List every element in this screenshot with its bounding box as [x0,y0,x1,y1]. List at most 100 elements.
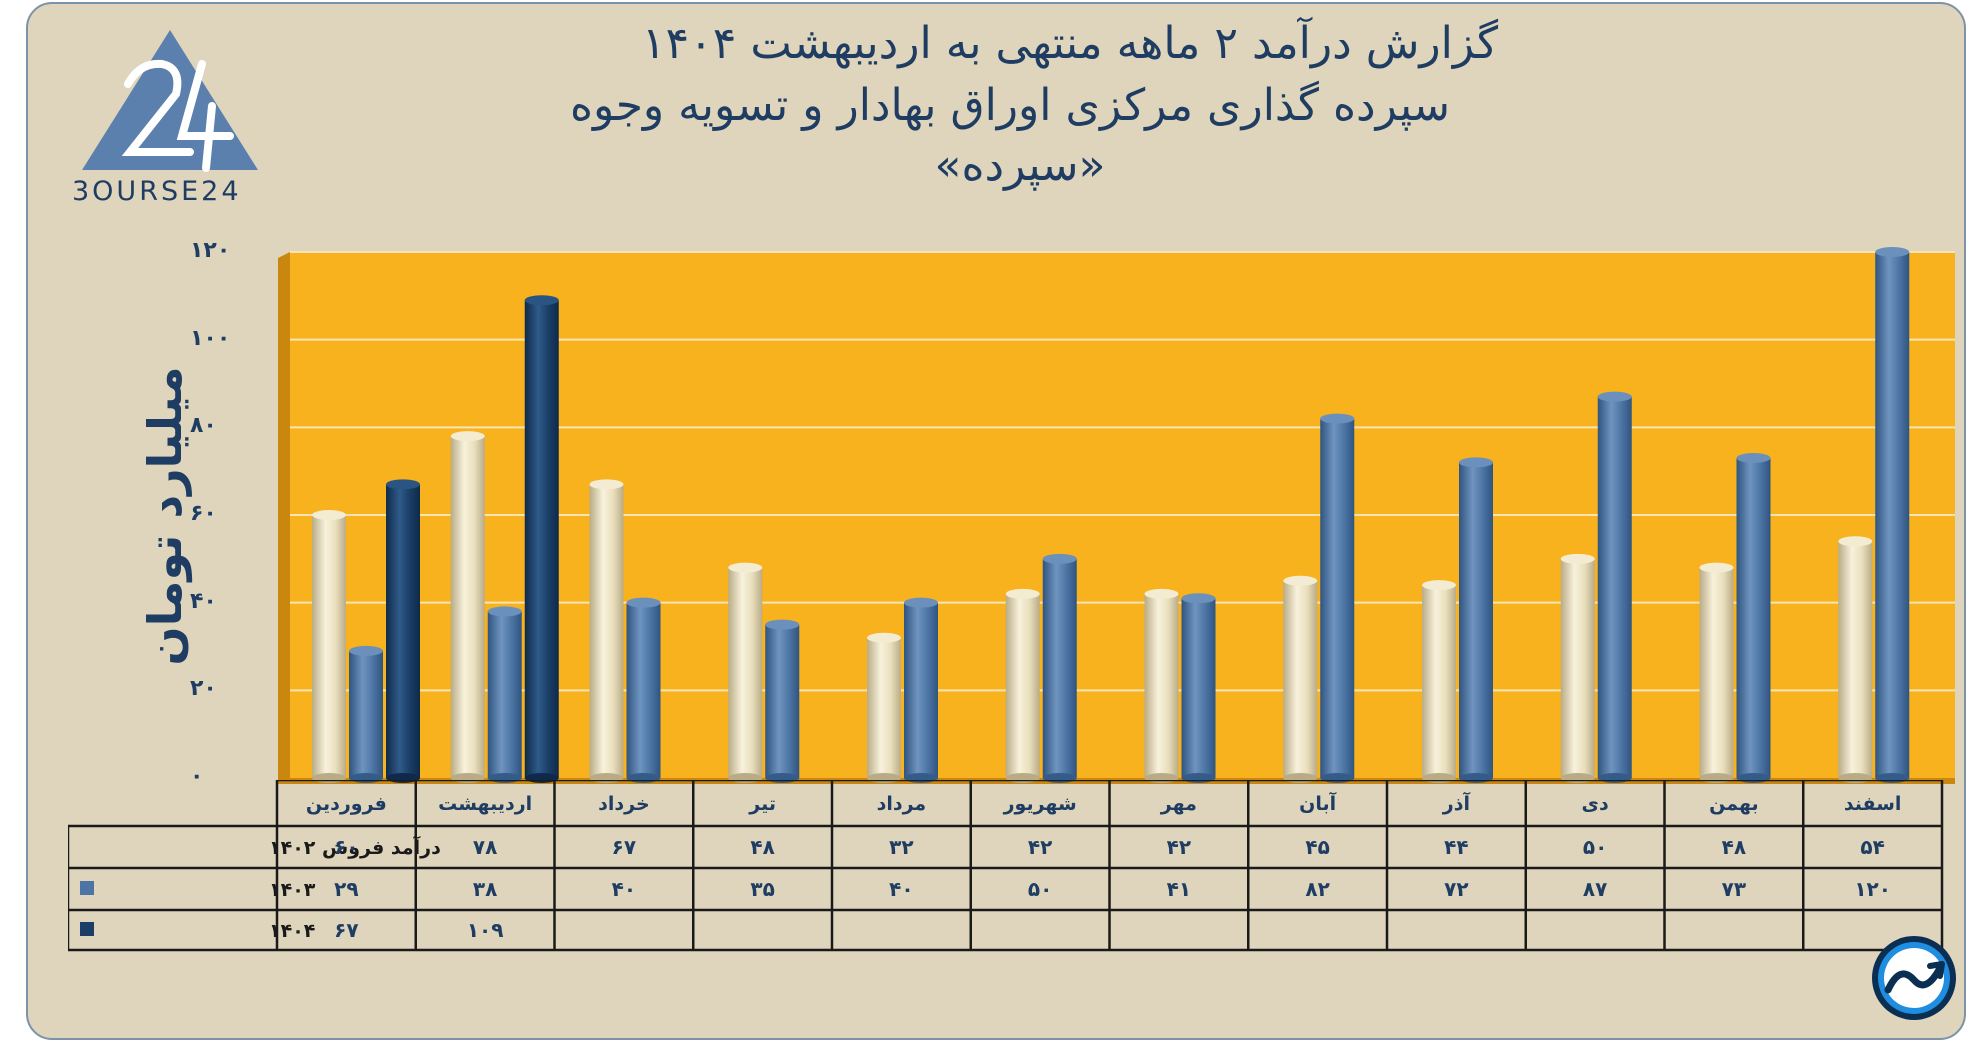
legend-swatch [80,881,94,895]
bar-2 [524,300,559,778]
data-label: ۴۰ [612,877,636,901]
data-table: فروردین اردیبهشت خرداد تیر مرداد شهریور مهر آبا… [68,780,1944,952]
data-label: ۶۰ [334,835,358,859]
bar-0 [589,484,624,778]
bar-cap [386,479,420,490]
y-tick-label: ۲۰ [190,676,217,702]
bar-1 [487,611,522,778]
bar-cap [728,562,763,573]
data-label: ۸۷ [1583,877,1607,901]
plot-side-wall [278,252,290,784]
bar-0 [1560,558,1595,778]
data-label: ۵۰ [1028,877,1052,901]
bar-1 [1736,458,1771,778]
category-label: فروردین [306,793,387,815]
data-label: ۴۴ [1444,835,1468,859]
series-name: ۱۴۰۴ [269,920,315,942]
y-tick-label: ۴۰ [190,588,217,614]
logo-text: 3OURSE24 [72,176,242,207]
bar-cap [1736,453,1771,464]
bar-cap [1699,562,1734,573]
data-label: ۸۲ [1305,877,1329,901]
series-name: درآمد فروش ۱۴۰۲ [269,835,441,859]
bar-cap [626,597,661,608]
bar-1 [1875,252,1910,778]
bar-cap [904,597,938,608]
data-label: ۷۳ [1722,877,1746,901]
category-label: مهر [1160,793,1197,815]
bar-cap [312,510,346,520]
bar-0 [1144,593,1179,778]
bar-cap [1597,391,1632,402]
data-label: ۵۴ [1860,835,1884,859]
bar-1 [1042,558,1077,778]
bar-0 [1283,580,1318,778]
bar-cap [765,619,800,630]
bar-cap [524,295,559,306]
data-label: ۶۷ [612,835,636,859]
data-label: ۴۵ [1305,835,1329,859]
bar-0 [1838,541,1873,778]
category-label: شهریور [1003,793,1077,815]
data-label: ۷۲ [1444,877,1468,901]
y-tick-label: ۸۰ [190,413,217,439]
bar-1 [1597,396,1632,778]
bar-cap [1181,593,1216,604]
bar-0 [450,436,485,778]
chart-subtitle: سپرده گذاری مرکزی اوراق بهادار و تسویه و… [569,80,1451,131]
data-label: ۵۰ [1583,835,1607,859]
bar-cap [349,645,383,656]
bar-cap [1320,413,1355,424]
y-tick-label: ۰ [190,764,204,789]
data-label: ۱۲۰ [1854,877,1891,901]
y-tick-label: ۶۰ [190,501,217,526]
data-label: ۴۲ [1167,835,1191,859]
data-label: ۴۲ [1028,835,1052,859]
bar-1 [1320,418,1355,778]
data-label: ۴۸ [1722,835,1746,859]
y-tick-label: ۱۲۰ [190,238,231,263]
category-label: مرداد [877,793,927,815]
data-label: ۷۸ [473,835,497,859]
bar-cap [1838,536,1873,547]
category-label: تیر [748,793,776,815]
bar-0 [312,515,346,778]
data-label: ۶۷ [334,918,358,942]
bar-1 [1181,598,1216,778]
bar-2 [386,484,420,778]
bar-cap [1875,247,1910,257]
category-label: اسفند [1844,793,1902,815]
category-label: آذر [1442,791,1471,815]
chart-subtitle-short: «سپرده» [934,140,1106,191]
category-label: بهمن [1709,793,1759,815]
chart-title: گزارش درآمد ۲ ماهه منتهی به اردیبهشت ۱۴۰… [641,18,1499,69]
bar-cap [1459,457,1493,468]
category-label: خرداد [598,793,650,815]
bar-0 [1699,567,1734,778]
data-label: ۳۸ [473,877,497,901]
category-label: آبان [1299,791,1336,815]
legend-swatch [80,922,94,936]
bar-0 [867,637,901,778]
data-label: ۴۱ [1167,877,1191,901]
bar-0 [1005,593,1040,778]
bourse24-logo [82,30,258,172]
bar-cap [1422,580,1456,591]
bar-0 [1422,585,1456,778]
category-label: اردیبهشت [438,793,532,815]
bar-cap [589,479,624,490]
series-name: ۱۴۰۳ [269,879,316,901]
bar-1 [765,624,800,778]
bar-cap [450,431,485,442]
data-label: ۲۹ [334,877,358,901]
bar-cap [487,606,522,617]
trend-arrow-icon [1872,936,1956,1020]
data-label: ۴۰ [889,877,913,901]
data-label: ۴۸ [750,835,774,859]
bar-cap [1144,588,1179,599]
bar-0 [728,567,763,778]
bar-cap [1560,553,1595,564]
bar-cap [1283,575,1318,586]
data-label: ۳۲ [889,835,913,859]
